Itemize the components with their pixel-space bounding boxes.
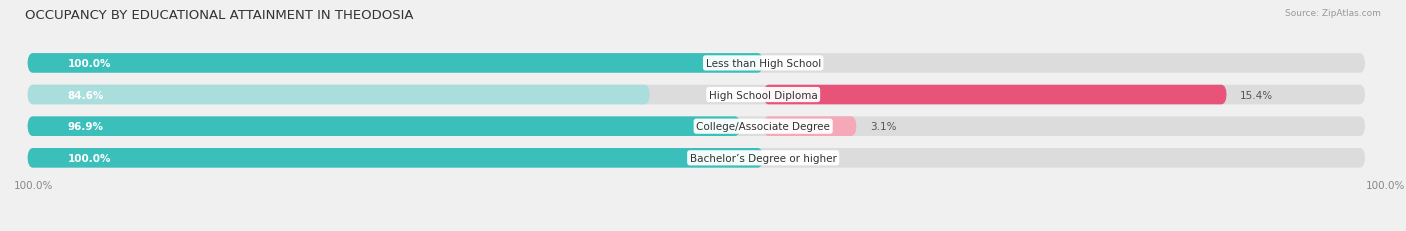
Text: 100.0%: 100.0% [67, 153, 111, 163]
FancyBboxPatch shape [763, 85, 1226, 105]
FancyBboxPatch shape [28, 117, 1365, 136]
Text: Bachelor’s Degree or higher: Bachelor’s Degree or higher [690, 153, 837, 163]
Text: 84.6%: 84.6% [67, 90, 104, 100]
Text: 0.0%: 0.0% [776, 59, 803, 69]
Text: 100.0%: 100.0% [67, 59, 111, 69]
Text: Source: ZipAtlas.com: Source: ZipAtlas.com [1285, 9, 1381, 18]
Text: 100.0%: 100.0% [1367, 180, 1406, 190]
FancyBboxPatch shape [28, 85, 650, 105]
FancyBboxPatch shape [28, 54, 1365, 73]
FancyBboxPatch shape [28, 148, 763, 168]
FancyBboxPatch shape [763, 117, 856, 136]
Legend: Owner-occupied, Renter-occupied: Owner-occupied, Renter-occupied [593, 229, 813, 231]
Text: 15.4%: 15.4% [1240, 90, 1274, 100]
Text: Less than High School: Less than High School [706, 59, 821, 69]
Text: 0.0%: 0.0% [776, 153, 803, 163]
Text: OCCUPANCY BY EDUCATIONAL ATTAINMENT IN THEODOSIA: OCCUPANCY BY EDUCATIONAL ATTAINMENT IN T… [25, 9, 413, 22]
Text: College/Associate Degree: College/Associate Degree [696, 122, 830, 132]
Text: 96.9%: 96.9% [67, 122, 104, 132]
FancyBboxPatch shape [28, 117, 741, 136]
Text: High School Diploma: High School Diploma [709, 90, 817, 100]
Text: 100.0%: 100.0% [14, 180, 53, 190]
FancyBboxPatch shape [28, 85, 1365, 105]
FancyBboxPatch shape [28, 148, 1365, 168]
Text: 3.1%: 3.1% [870, 122, 897, 132]
FancyBboxPatch shape [28, 54, 763, 73]
